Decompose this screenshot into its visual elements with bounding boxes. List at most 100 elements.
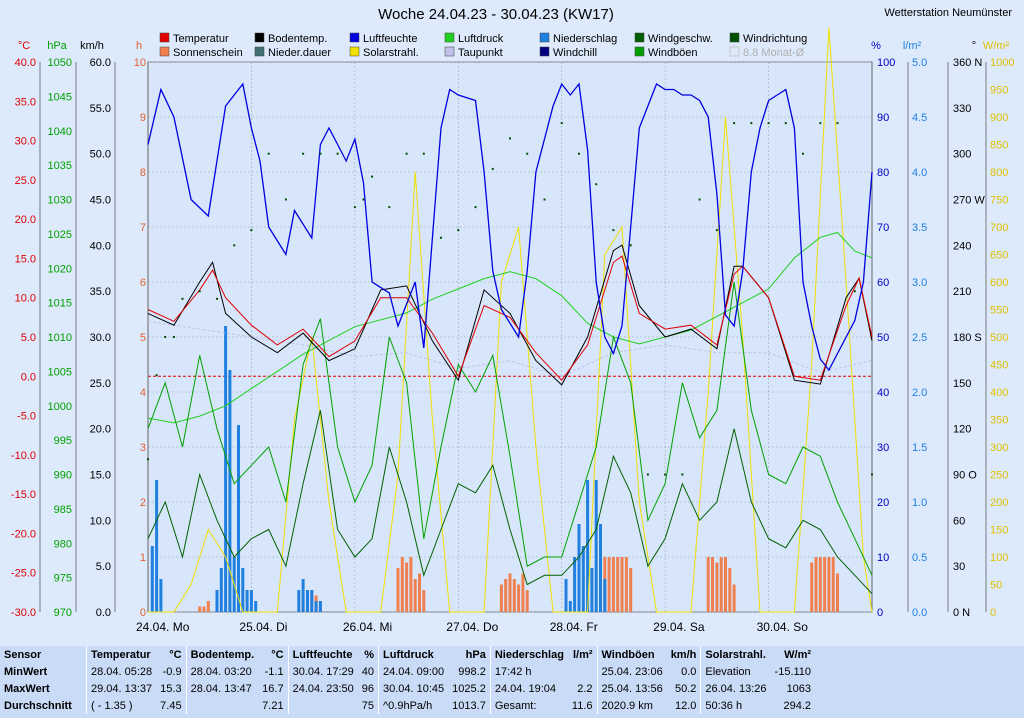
- tick-label: -10.0: [11, 450, 36, 462]
- wind-direction-point: [578, 152, 580, 155]
- block-unit-rain: l/m²: [572, 648, 593, 661]
- tick-label: 850: [990, 140, 1008, 152]
- legend-label: Taupunkt: [458, 47, 503, 59]
- bar-sonnenschein: [396, 568, 400, 612]
- bar-sonnenschein: [831, 557, 835, 612]
- bar-sonnenschein: [206, 601, 210, 612]
- block-unit-soil-temp: °C: [271, 648, 284, 661]
- tick-label: 20.0: [15, 214, 36, 226]
- tick-label: 1035: [48, 160, 72, 172]
- bar-sonnenschein: [810, 562, 814, 612]
- wind-direction-point: [802, 152, 804, 155]
- wind-direction-point: [371, 175, 374, 178]
- wind-direction-point: [595, 183, 598, 186]
- wind-direction-point: [871, 473, 873, 476]
- series-windb-en: [147, 281, 873, 576]
- wind-direction-point: [164, 336, 167, 338]
- series-solarstrahl-: [148, 27, 873, 613]
- wind-direction-point: [715, 229, 718, 232]
- tick-label: 3: [140, 442, 146, 454]
- tick-label: 0: [140, 607, 146, 619]
- legend-label: Windchill: [553, 47, 597, 59]
- tick-label: 2.5: [912, 332, 927, 344]
- tick-label: 1025: [48, 229, 72, 241]
- stat-value: 96: [361, 682, 374, 695]
- tick-label: 1050: [48, 57, 72, 69]
- row-label-sensor: Sensor: [4, 648, 42, 661]
- bar-sonnenschein: [198, 606, 202, 612]
- stat-value: 294.2: [783, 699, 812, 712]
- stat-cell: 24.04. 23:50: [287, 680, 358, 697]
- stat-value: 1025.2: [452, 682, 486, 695]
- legend-swatch: [254, 46, 265, 57]
- tick-label: 900: [990, 112, 1008, 124]
- stat-value: -0.9: [162, 665, 182, 678]
- bar-niederschlag: [590, 568, 594, 612]
- stat-cell: 29.04. 13:37: [86, 680, 157, 697]
- stat-value: 15.3: [160, 682, 182, 695]
- stat-cell: 2020.9 km: [596, 697, 667, 714]
- tick-label: -30.0: [11, 607, 36, 619]
- tick-label: 30: [953, 561, 965, 573]
- bar-niederschlag: [245, 590, 249, 612]
- legend-label: Nieder.dauer: [268, 47, 331, 59]
- bar-sonnenschein: [413, 579, 417, 612]
- stat-cell: 25.04. 13:56: [596, 680, 667, 697]
- block-unit-gusts: km/h: [670, 648, 697, 661]
- tick-label: 300: [990, 442, 1008, 454]
- tick-label: 90: [877, 112, 889, 124]
- bar-niederschlag: [215, 590, 219, 612]
- stats-avg-row: Durchschnitt ( - 1.35 ) 7.45 7.21 75 ^0.9…: [0, 697, 815, 714]
- wind-direction-point: [560, 122, 563, 125]
- wind-direction-point: [612, 229, 615, 232]
- bar-niederschlag: [224, 326, 228, 612]
- stat-value: 40: [361, 665, 374, 678]
- bar-sonnenschein: [202, 606, 206, 612]
- tick-label: 1020: [48, 263, 72, 275]
- wind-direction-point: [362, 198, 365, 201]
- stat-cell: 17:42 h: [489, 663, 568, 680]
- tick-label: 120: [953, 424, 971, 436]
- stat-cell: 28.04. 13:47: [185, 680, 259, 697]
- tick-label: 0 N: [953, 607, 970, 619]
- block-title-soil-temp: Bodentemp.: [185, 646, 259, 663]
- row-label-min: MinWert: [4, 665, 48, 678]
- tick-label: 1000: [990, 57, 1014, 69]
- tick-label: 350: [990, 415, 1008, 427]
- tick-label: 300: [953, 149, 971, 161]
- wind-direction-point: [664, 473, 667, 476]
- bar-sonnenschein: [512, 579, 516, 612]
- tick-label: 0: [990, 607, 996, 619]
- wind-direction-point: [750, 122, 753, 125]
- stat-cell: 24.04. 09:00: [378, 663, 449, 680]
- tick-label: 10: [134, 57, 146, 69]
- bar-niederschlag: [310, 590, 314, 612]
- day-label: 29.04. Sa: [653, 620, 705, 634]
- bar-niederschlag: [306, 590, 309, 612]
- tick-label: 950: [990, 85, 1008, 97]
- tick-label: 30.0: [15, 136, 36, 148]
- stats-panel: Sensor Temperatur °C Bodentemp. °C Luftfeu…: [0, 646, 1024, 718]
- tick-label: 750: [990, 195, 1008, 207]
- bar-sonnenschein: [409, 557, 413, 612]
- block-unit-humidity: %: [364, 648, 374, 661]
- bar-sonnenschein: [616, 557, 620, 612]
- tick-label: 15.0: [15, 253, 36, 265]
- tick-label: 3.0: [912, 277, 927, 289]
- wind-direction-point: [267, 152, 270, 155]
- day-label: 24.04. Mo: [136, 620, 190, 634]
- wind-direction-point: [784, 122, 787, 125]
- tick-label: 1015: [48, 298, 72, 310]
- tick-label: 60.0: [90, 57, 111, 69]
- bar-niederschlag: [318, 601, 322, 612]
- wind-direction-point: [767, 122, 770, 125]
- legend-label: Windrichtung: [743, 33, 807, 45]
- stat-cell: [185, 697, 259, 714]
- axis-unit: °C: [18, 40, 30, 52]
- stat-cell: 26.04. 13:26: [700, 680, 771, 697]
- bar-sonnenschein: [836, 573, 839, 612]
- tick-label: 600: [990, 277, 1008, 289]
- tick-label: 1040: [48, 126, 72, 138]
- tick-label: 10.0: [15, 293, 36, 305]
- tick-label: 180 S: [953, 332, 982, 344]
